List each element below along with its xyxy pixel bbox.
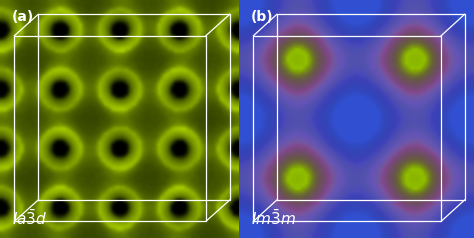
Text: (b): (b) <box>251 10 273 24</box>
Text: $Im\bar{3}m$: $Im\bar{3}m$ <box>251 209 296 228</box>
Text: $Ia\bar{3}d$: $Ia\bar{3}d$ <box>12 209 47 228</box>
Text: (a): (a) <box>12 10 34 24</box>
